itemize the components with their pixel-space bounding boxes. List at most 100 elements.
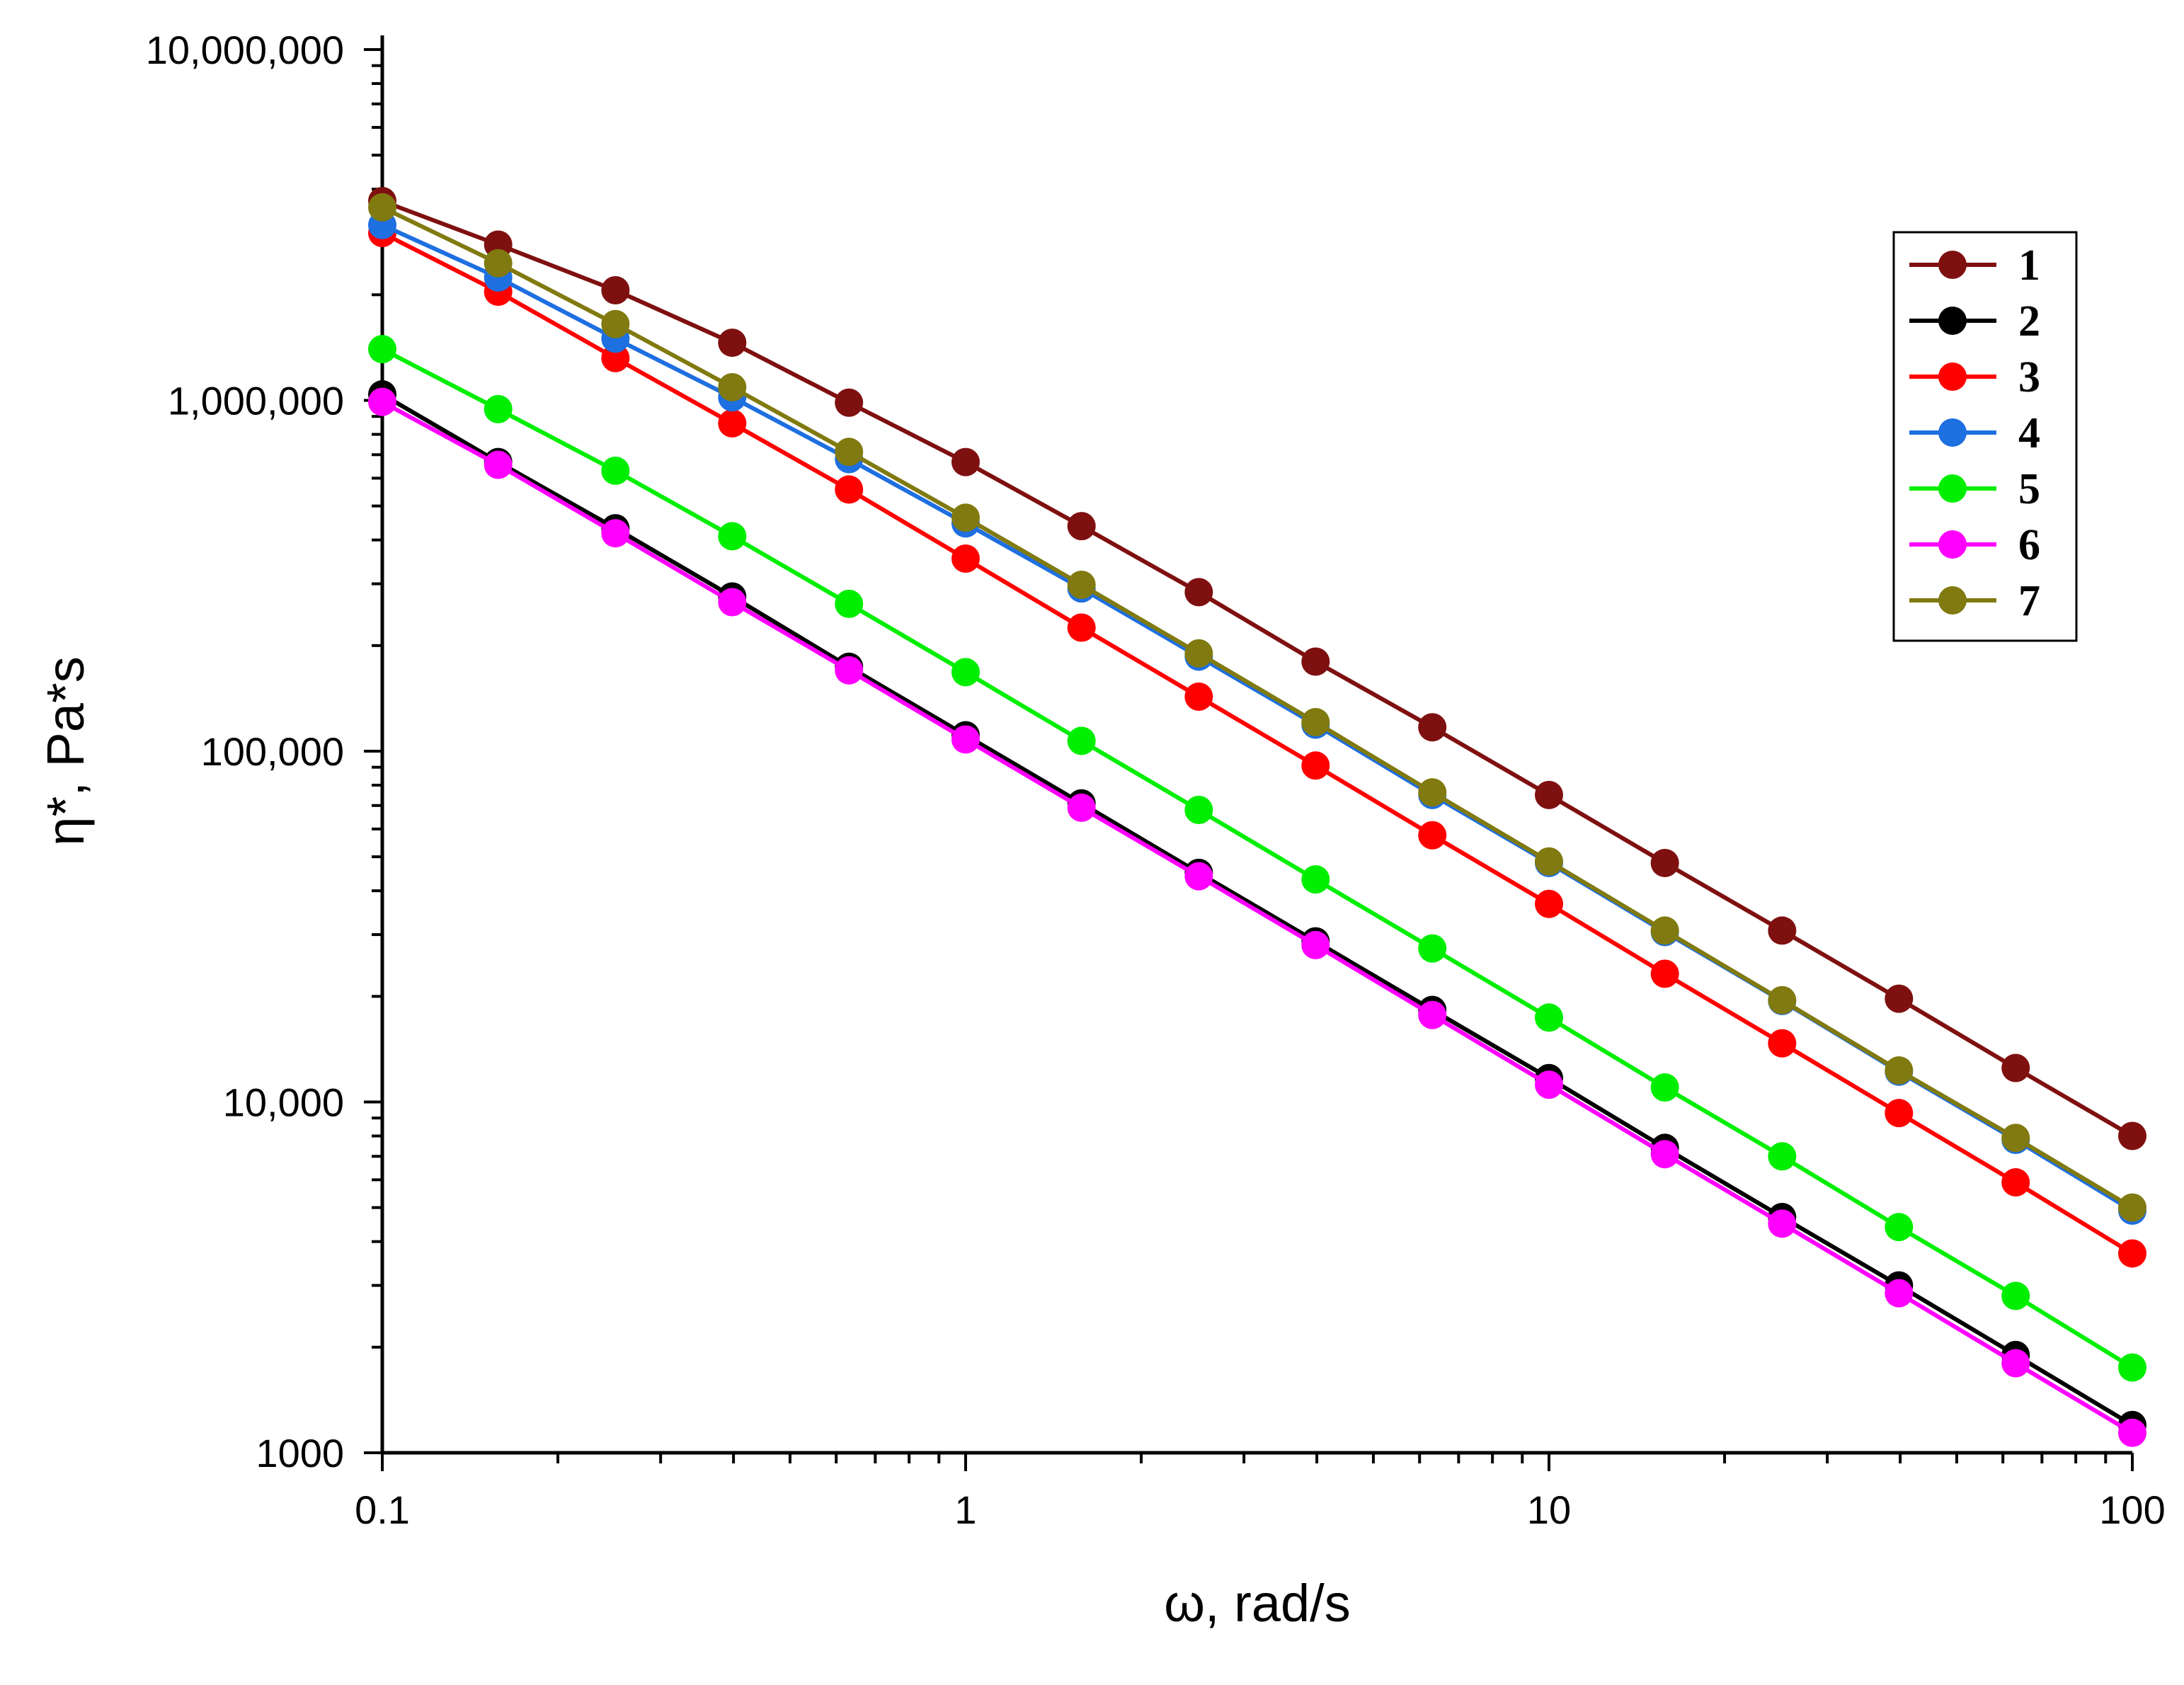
- data-point: [601, 456, 630, 485]
- data-point: [1768, 916, 1797, 945]
- legend-marker: [1938, 586, 1967, 615]
- data-point: [1768, 986, 1797, 1015]
- data-point: [1184, 639, 1213, 668]
- data-point: [1885, 984, 1914, 1013]
- data-point: [601, 309, 630, 338]
- data-point: [1067, 613, 1096, 642]
- data-point: [1418, 934, 1447, 963]
- y-tick-label: 100,000: [201, 729, 344, 774]
- data-point: [601, 275, 630, 304]
- legend-label: 6: [2018, 521, 2040, 569]
- data-point: [484, 249, 513, 278]
- legend-box: [1892, 231, 2078, 642]
- legend-item-3: 3: [1909, 353, 2040, 401]
- legend-marker: [1938, 474, 1967, 503]
- data-point: [1768, 1142, 1797, 1171]
- legend-item-1: 1: [1909, 241, 2040, 290]
- data-point: [601, 343, 630, 372]
- data-point: [368, 193, 396, 222]
- data-point: [2118, 1193, 2146, 1222]
- data-point: [1067, 726, 1096, 755]
- series-6: [368, 387, 2146, 1447]
- data-point: [2118, 1418, 2146, 1447]
- series-line-2: [381, 392, 2134, 1427]
- data-point: [951, 447, 980, 476]
- legend-label: 3: [2018, 353, 2040, 401]
- data-point: [1885, 1213, 1914, 1242]
- series-line-5: [381, 347, 2134, 1370]
- data-point: [2001, 1281, 2030, 1310]
- data-point: [1535, 889, 1563, 918]
- data-point: [1535, 780, 1563, 809]
- data-point: [835, 589, 864, 618]
- y-axis-title: η*, Pa*s: [36, 656, 95, 845]
- data-point: [2001, 1168, 2030, 1197]
- data-point: [2118, 1121, 2146, 1150]
- data-point: [1650, 916, 1679, 945]
- data-point: [1885, 1099, 1914, 1128]
- series-5: [368, 335, 2146, 1382]
- series-line-7: [381, 205, 2134, 1210]
- x-tick-label: 1: [954, 1487, 976, 1532]
- data-point: [718, 329, 747, 358]
- series-line-6: [381, 400, 2134, 1435]
- series-4: [368, 210, 2146, 1226]
- data-point: [1067, 793, 1096, 822]
- data-point: [951, 544, 980, 573]
- data-point: [601, 519, 630, 548]
- legend-item-2: 2: [1909, 297, 2040, 345]
- y-tick-label: 10,000: [223, 1080, 344, 1125]
- data-point: [1301, 930, 1330, 959]
- data-point: [2001, 1124, 2030, 1153]
- data-point: [1184, 862, 1213, 891]
- data-point: [2118, 1353, 2146, 1382]
- legend-marker: [1938, 251, 1967, 279]
- data-point: [951, 503, 980, 532]
- data-point: [1067, 512, 1096, 541]
- axes: [380, 35, 2132, 1455]
- ticks: 0.1 1 10 100 1000 10,000 100,000 1,000,000 10,00…: [146, 28, 2166, 1532]
- data-point: [1535, 847, 1563, 876]
- data-point: [2001, 1053, 2030, 1083]
- data-point: [1418, 821, 1447, 850]
- series-1: [368, 186, 2146, 1150]
- data-point: [1650, 848, 1679, 877]
- series-layer: [368, 186, 2146, 1447]
- data-point: [484, 450, 513, 479]
- data-point: [1768, 1029, 1797, 1058]
- legend-label: 2: [2018, 297, 2040, 345]
- data-point: [1650, 959, 1679, 988]
- data-point: [1885, 1056, 1914, 1085]
- data-point: [1067, 571, 1096, 600]
- data-point: [368, 335, 396, 364]
- y-tick-label: 10,000,000: [146, 28, 344, 72]
- y-tick-label: 1000: [256, 1431, 344, 1475]
- series-line-1: [381, 199, 2134, 1138]
- legend-item-6: 6: [1909, 521, 2040, 569]
- y-tick-label: 1,000,000: [168, 379, 344, 423]
- legend-label: 4: [2018, 409, 2040, 457]
- data-point: [1535, 1003, 1563, 1032]
- x-axis-title: ω, rad/s: [1164, 1574, 1350, 1633]
- data-point: [2001, 1349, 2030, 1378]
- series-3: [368, 219, 2146, 1268]
- legend-item-4: 4: [1909, 409, 2040, 457]
- legend-label: 1: [2018, 241, 2040, 290]
- data-point: [1184, 795, 1213, 824]
- data-point: [1418, 778, 1447, 807]
- data-point: [1301, 647, 1330, 676]
- data-point: [1535, 1070, 1563, 1099]
- data-point: [368, 387, 396, 416]
- data-point: [1184, 682, 1213, 712]
- legend-label: 7: [2018, 577, 2040, 625]
- data-point: [951, 658, 980, 687]
- data-point: [1650, 1073, 1679, 1102]
- data-point: [1418, 1000, 1447, 1029]
- data-point: [835, 388, 864, 417]
- legend-marker: [1938, 418, 1967, 447]
- series-7: [368, 193, 2146, 1222]
- data-point: [1301, 865, 1330, 894]
- legend: 1 2 3 4 5 6 7: [1892, 231, 2078, 642]
- legend-item-7: 7: [1909, 577, 2040, 625]
- data-point: [1885, 1279, 1914, 1308]
